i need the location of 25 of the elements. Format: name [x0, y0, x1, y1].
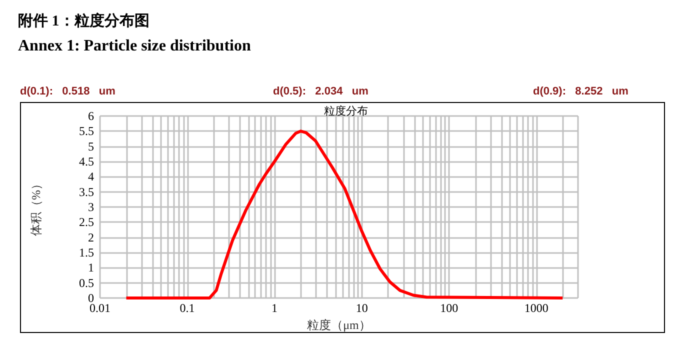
x-tick-label: 1 [272, 301, 278, 315]
x-axis-title: 粒度（μm） [307, 318, 371, 332]
y-tick-label: 4.5 [79, 154, 94, 168]
text: d(0.5): 2.034 um [273, 86, 369, 98]
y-tick-label: 1 [88, 260, 94, 275]
y-tick-label: 4 [88, 170, 94, 184]
y-tick-label: 2 [88, 230, 94, 244]
y-tick-label: 3.5 [79, 184, 94, 199]
text: d(0.1): 0.518 um [20, 86, 116, 98]
text: 附件 1：粒度分布图 [18, 12, 150, 30]
y-axis-title: 体积（%） [29, 178, 43, 236]
y-tick-label: 0.5 [79, 276, 94, 290]
y-tick-label: 6 [88, 109, 94, 123]
x-tick-label: 1000 [524, 301, 548, 315]
text: d(0.9): 8.252 um [533, 86, 629, 98]
x-tick-label: 100 [440, 301, 458, 315]
y-tick-label: 1.5 [79, 246, 94, 260]
y-tick-label: 2.5 [79, 215, 94, 230]
x-tick-label: 0.1 [180, 301, 195, 315]
y-tick-label: 5 [88, 139, 94, 154]
x-tick-label: 10 [356, 301, 368, 315]
chart-title: 粒度分布 [324, 104, 368, 118]
y-tick-label: 3 [88, 200, 94, 214]
y-tick-label: 5.5 [79, 124, 94, 138]
text: Annex 1: Particle size distribution [18, 38, 251, 54]
